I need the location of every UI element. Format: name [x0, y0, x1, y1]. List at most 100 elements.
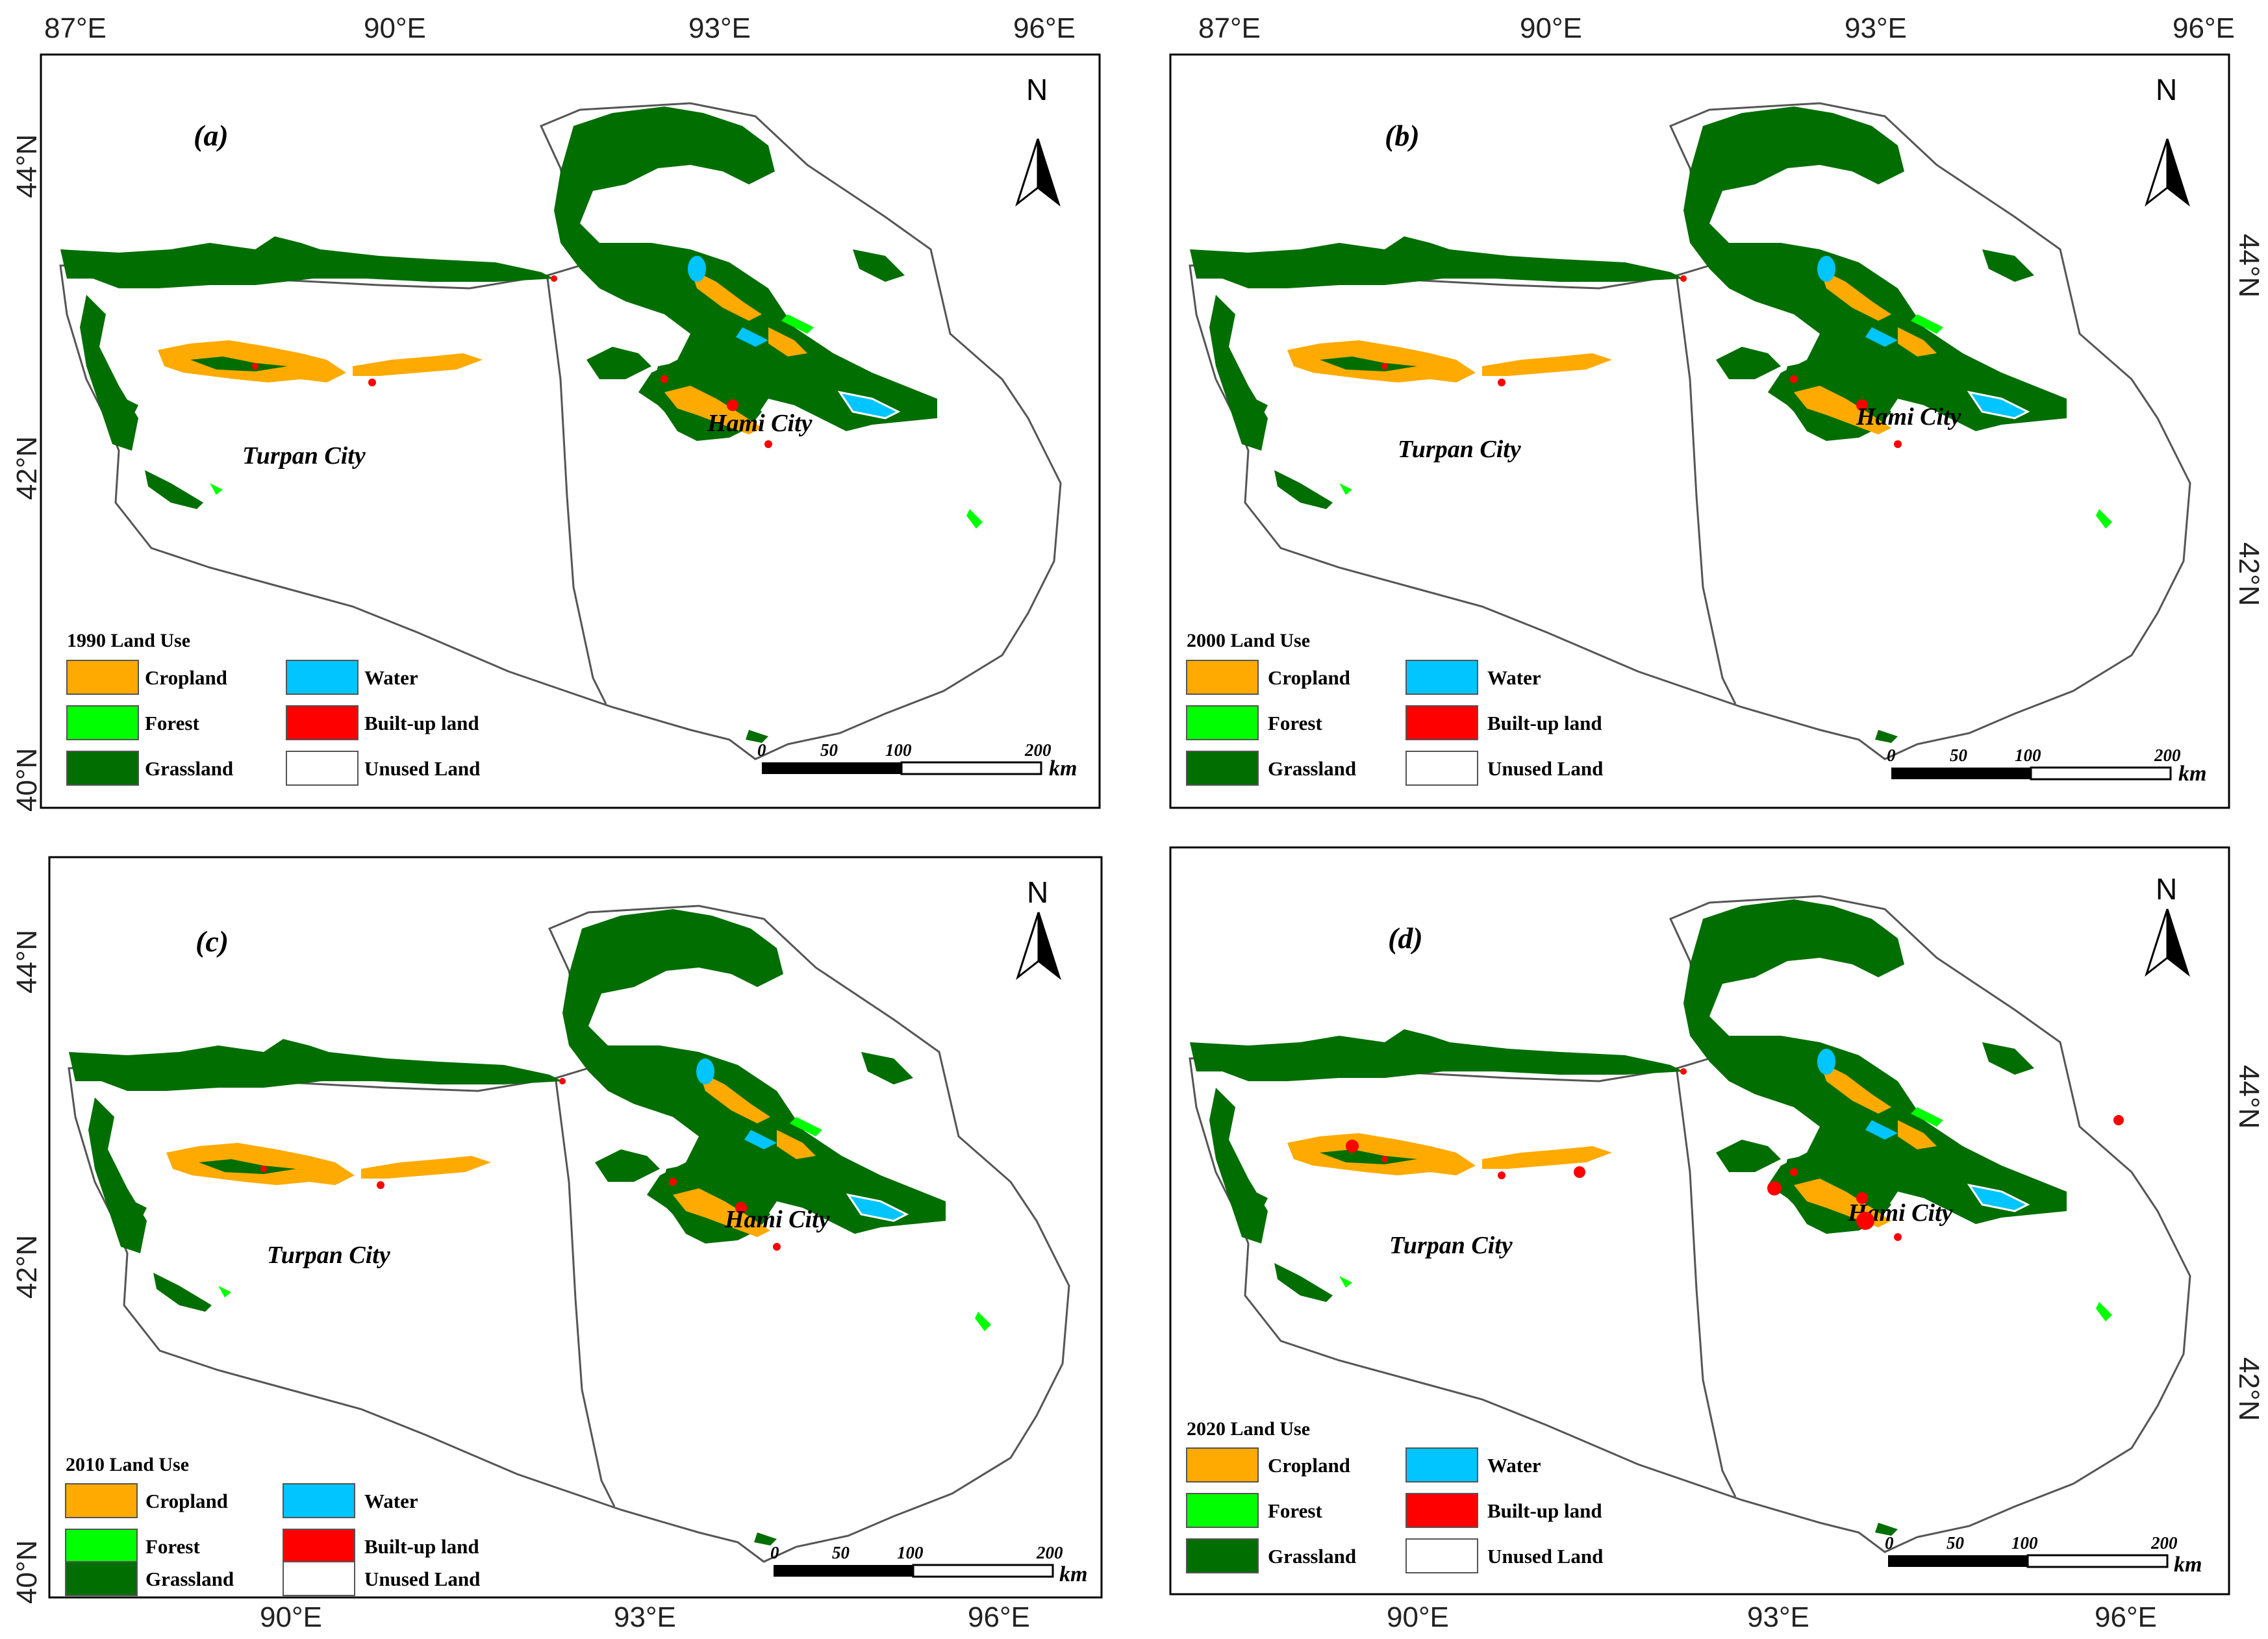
svg-text:42°N: 42°N — [2233, 542, 2265, 606]
city-label-turpan: Turpan City — [1398, 436, 1521, 463]
north-label: N — [1026, 73, 1048, 106]
svg-text:200: 200 — [2150, 1533, 2178, 1553]
svg-text:Grassland: Grassland — [1268, 1545, 1356, 1568]
city-label-turpan: Turpan City — [242, 442, 366, 469]
svg-text:Grassland: Grassland — [145, 1568, 234, 1590]
city-label-turpan: Turpan City — [267, 1242, 390, 1269]
svg-text:100: 100 — [2011, 1533, 2038, 1553]
svg-text:Unused Land: Unused Land — [364, 757, 480, 780]
panel-d: (d) Turpan City Hami City N 2020 Land Us… — [1169, 846, 2230, 1595]
svg-text:40°N: 40°N — [11, 748, 43, 812]
legend-item-forest: Forest — [1186, 1493, 1322, 1528]
legend-item-grassland: Grassland — [66, 751, 233, 786]
svg-text:42°N: 42°N — [11, 1235, 43, 1299]
svg-text:96°E: 96°E — [968, 1601, 1030, 1633]
north-label: N — [1027, 875, 1048, 909]
svg-text:200: 200 — [1036, 1543, 1063, 1562]
legend-title: 1990 Land Use — [67, 630, 190, 651]
legend-item-grassland: Grassland — [65, 1561, 234, 1596]
legend-item-grassland: Grassland — [1186, 1538, 1356, 1573]
svg-text:Water: Water — [364, 666, 418, 689]
svg-text:90°E: 90°E — [364, 12, 426, 44]
svg-text:Water: Water — [1487, 666, 1541, 689]
north-arrow-icon — [2145, 908, 2190, 977]
svg-text:Cropland: Cropland — [1268, 666, 1350, 689]
svg-text:Built-up land: Built-up land — [364, 712, 479, 734]
svg-text:50: 50 — [832, 1543, 850, 1562]
svg-text:km: km — [2174, 1553, 2202, 1577]
top-lon-ticks-left: 87°E 90°E 93°E 96°E — [44, 12, 1076, 44]
lat-ticks-right-top: 44°N 42°N — [2233, 234, 2265, 606]
lat-ticks-left-top: 44°N 42°N 40°N — [11, 134, 43, 812]
svg-text:96°E: 96°E — [2095, 1601, 2157, 1633]
legend-item-built-up: Built-up land — [1405, 1493, 1602, 1528]
legend-item-unused: Unused Land — [1405, 751, 1603, 786]
north-arrow-icon — [2145, 138, 2190, 207]
city-label-hami: Hami City — [1856, 403, 1961, 431]
north-arrow-icon — [1015, 138, 1061, 207]
bottom-lon-ticks-left: 90°E 93°E 96°E — [260, 1601, 1030, 1633]
svg-text:87°E: 87°E — [1198, 12, 1261, 44]
svg-text:Cropland: Cropland — [145, 1490, 228, 1512]
svg-text:40°N: 40°N — [11, 1540, 43, 1604]
svg-text:Unused Land: Unused Land — [1487, 757, 1603, 780]
scale-bar: 0 50 100 200 km — [757, 740, 1077, 781]
svg-text:Cropland: Cropland — [145, 666, 227, 689]
svg-text:100: 100 — [897, 1543, 924, 1562]
panel-letter: (b) — [1385, 119, 1420, 152]
svg-text:Built-up land: Built-up land — [1487, 1499, 1602, 1522]
bottom-lon-ticks-right: 90°E 93°E 96°E — [1387, 1601, 2157, 1633]
legend-item-water: Water — [1405, 1447, 1541, 1483]
svg-text:Forest: Forest — [145, 1535, 200, 1558]
legend-item-water: Water — [286, 660, 418, 695]
svg-text:Water: Water — [364, 1490, 418, 1512]
svg-text:90°E: 90°E — [1520, 12, 1582, 44]
legend-item-water: Water — [283, 1483, 418, 1518]
svg-text:Built-up land: Built-up land — [1487, 712, 1602, 734]
svg-text:44°N: 44°N — [11, 930, 43, 994]
svg-text:87°E: 87°E — [44, 12, 107, 44]
svg-text:0: 0 — [757, 740, 766, 760]
svg-text:Forest: Forest — [145, 712, 199, 734]
lat-ticks-left-bottom: 44°N 42°N 40°N — [11, 930, 43, 1604]
svg-text:42°N: 42°N — [11, 436, 43, 500]
panel-letter: (c) — [195, 925, 229, 958]
svg-text:50: 50 — [820, 740, 838, 760]
legend-item-built-up: Built-up land — [1405, 705, 1602, 740]
svg-text:100: 100 — [2015, 745, 2041, 765]
top-lon-ticks-right: 87°E 90°E 93°E 96°E — [1198, 12, 2235, 44]
svg-text:93°E: 93°E — [1845, 12, 1907, 44]
city-label-hami: Hami City — [707, 410, 813, 437]
north-arrow-icon — [1016, 912, 1061, 981]
svg-text:44°N: 44°N — [2233, 234, 2265, 297]
svg-text:50: 50 — [1950, 745, 1968, 765]
svg-text:0: 0 — [770, 1543, 779, 1562]
panel-c: (c) Turpan City Hami City N 2010 Land Us… — [48, 856, 1103, 1599]
svg-text:93°E: 93°E — [1747, 1601, 1809, 1633]
legend-item-forest: Forest — [66, 705, 199, 740]
legend-item-cropland: Cropland — [1186, 660, 1350, 695]
legend-title: 2000 Land Use — [1187, 630, 1310, 651]
legend-item-water: Water — [1405, 660, 1541, 695]
legend-item-forest: Forest — [65, 1529, 200, 1564]
svg-text:0: 0 — [1887, 745, 1896, 765]
legend-item-cropland: Cropland — [65, 1483, 228, 1518]
svg-text:Forest: Forest — [1268, 712, 1322, 734]
panel-a: (a) Turpan City Hami City N 1990 Land Us… — [40, 53, 1101, 809]
panel-letter: (d) — [1388, 921, 1423, 955]
legend-title: 2020 Land Use — [1187, 1418, 1310, 1440]
legend-item-cropland: Cropland — [66, 660, 227, 695]
legend-item-grassland: Grassland — [1186, 751, 1356, 786]
lat-ticks-right-bottom: 44°N 42°N — [2233, 1065, 2265, 1421]
city-label-turpan: Turpan City — [1389, 1232, 1513, 1259]
svg-text:96°E: 96°E — [2173, 12, 2235, 44]
panel-letter: (a) — [194, 119, 229, 152]
svg-text:km: km — [2178, 762, 2206, 786]
svg-text:Unused Land: Unused Land — [364, 1568, 480, 1590]
svg-text:Water: Water — [1487, 1454, 1541, 1477]
north-label: N — [2156, 73, 2177, 106]
svg-text:Cropland: Cropland — [1268, 1454, 1350, 1477]
svg-text:50: 50 — [1947, 1533, 1965, 1553]
scale-bar: 0 50 100 200 km — [1887, 745, 2206, 786]
